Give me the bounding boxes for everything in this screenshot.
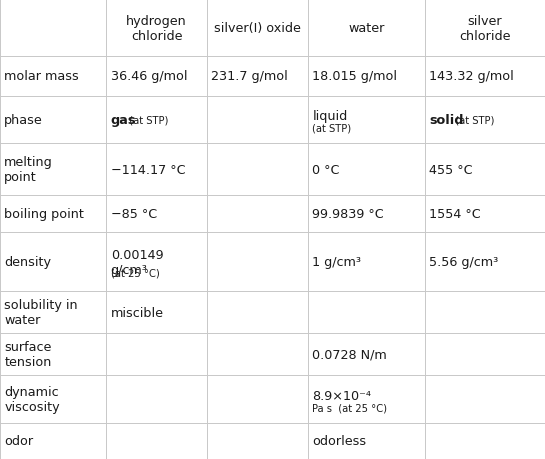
Text: boiling point: boiling point: [4, 207, 84, 221]
Text: odor: odor: [4, 434, 33, 448]
Text: 0 °C: 0 °C: [312, 163, 340, 176]
Text: 0.0728 N/m: 0.0728 N/m: [312, 348, 387, 361]
Text: water: water: [348, 22, 385, 35]
Text: gas: gas: [111, 113, 136, 127]
Text: (at STP): (at STP): [449, 115, 494, 125]
Text: 143.32 g/mol: 143.32 g/mol: [429, 70, 514, 83]
Text: solid: solid: [429, 113, 464, 127]
Text: 8.9×10⁻⁴: 8.9×10⁻⁴: [312, 389, 371, 402]
Text: (at STP): (at STP): [312, 123, 352, 133]
Text: 5.56 g/cm³: 5.56 g/cm³: [429, 255, 499, 269]
Text: odorless: odorless: [312, 434, 366, 448]
Text: surface
tension: surface tension: [4, 341, 52, 369]
Text: 455 °C: 455 °C: [429, 163, 473, 176]
Text: 0.00149
g/cm³: 0.00149 g/cm³: [111, 249, 164, 277]
Text: solubility in
water: solubility in water: [4, 298, 78, 326]
Text: silver(I) oxide: silver(I) oxide: [214, 22, 301, 35]
Text: hydrogen
chloride: hydrogen chloride: [126, 15, 187, 42]
Text: melting
point: melting point: [4, 156, 53, 184]
Text: −85 °C: −85 °C: [111, 207, 157, 221]
Text: 1554 °C: 1554 °C: [429, 207, 481, 221]
Text: Pa s  (at 25 °C): Pa s (at 25 °C): [312, 403, 387, 413]
Text: phase: phase: [4, 113, 43, 127]
Text: 99.9839 °C: 99.9839 °C: [312, 207, 384, 221]
Text: molar mass: molar mass: [4, 70, 79, 83]
Text: 1 g/cm³: 1 g/cm³: [312, 255, 361, 269]
Text: density: density: [4, 255, 51, 269]
Text: 231.7 g/mol: 231.7 g/mol: [211, 70, 288, 83]
Text: dynamic
viscosity: dynamic viscosity: [4, 385, 60, 413]
Text: silver
chloride: silver chloride: [459, 15, 511, 42]
Text: miscible: miscible: [111, 306, 164, 319]
Text: liquid: liquid: [312, 110, 348, 123]
Text: (at STP): (at STP): [123, 115, 169, 125]
Text: (at 25 °C): (at 25 °C): [111, 269, 159, 278]
Text: −114.17 °C: −114.17 °C: [111, 163, 185, 176]
Text: 18.015 g/mol: 18.015 g/mol: [312, 70, 397, 83]
Text: 36.46 g/mol: 36.46 g/mol: [111, 70, 187, 83]
